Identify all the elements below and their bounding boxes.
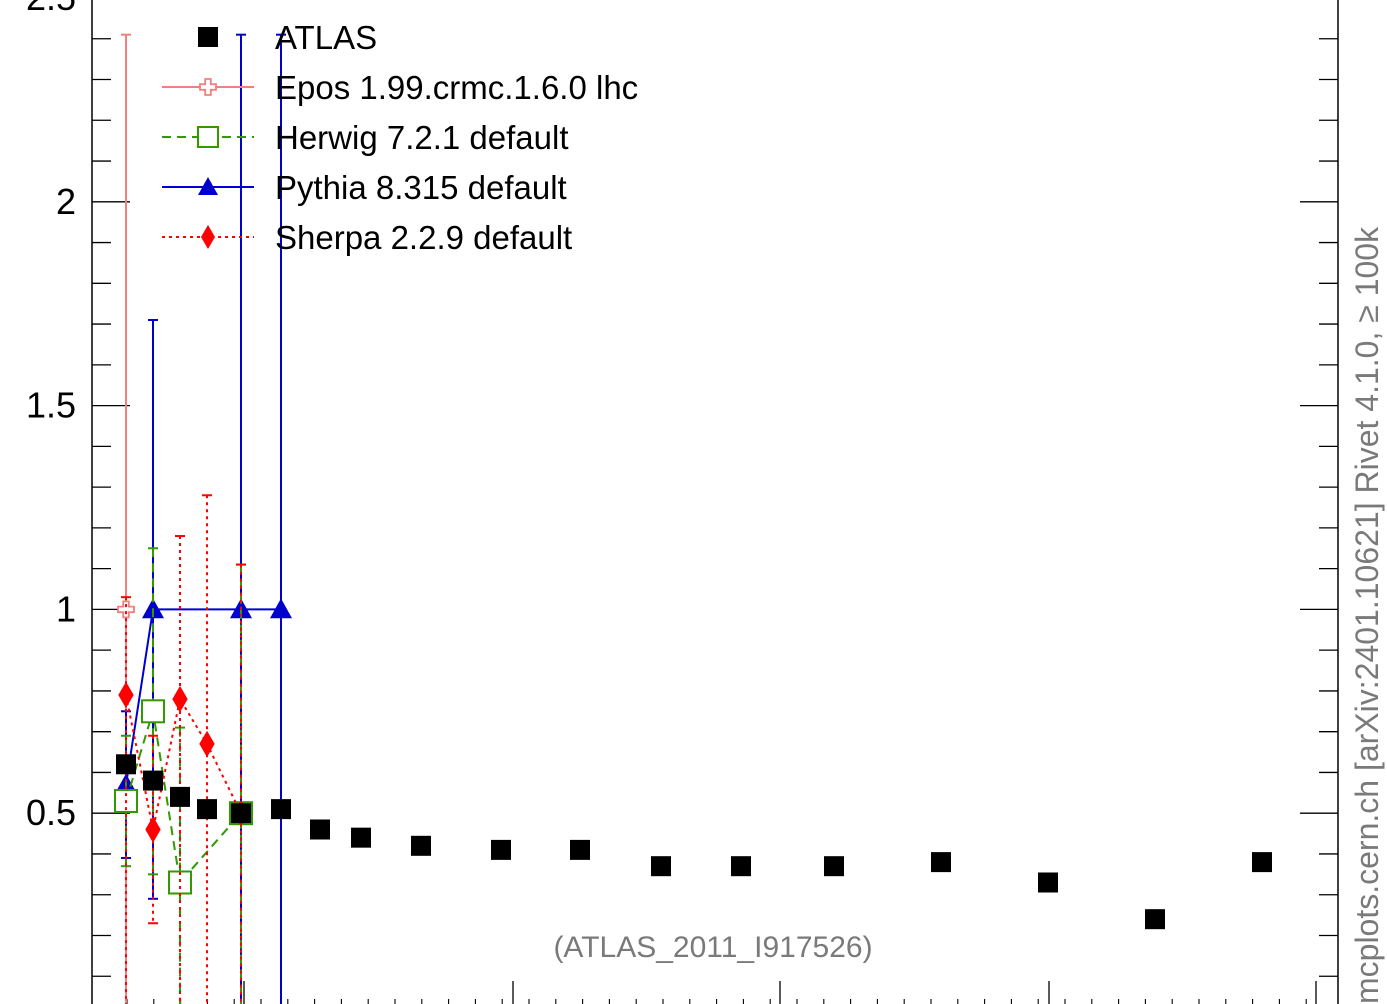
legend-label-atlas: ATLAS xyxy=(275,19,377,56)
atlas-point xyxy=(271,799,291,820)
y-tick-label: 1 xyxy=(56,588,76,629)
series-atlas xyxy=(116,754,1272,930)
legend-entry-sherpa: Sherpa 2.2.9 default xyxy=(162,219,572,256)
epos-point xyxy=(117,600,135,619)
y-axis-ticks: 0.5 1 1.5 2 2.5 xyxy=(26,0,1338,977)
sherpa-point xyxy=(145,816,161,843)
series-pythia xyxy=(115,33,292,1004)
herwig-point xyxy=(141,699,165,724)
legend: ATLAS Epos 1.99.crmc.1.6.0 lhc Herwig 7.2.… xyxy=(162,19,638,256)
atlas-point xyxy=(143,770,163,791)
atlas-point xyxy=(931,852,951,873)
sherpa-point xyxy=(118,681,134,709)
legend-entry-herwig: Herwig 7.2.1 default xyxy=(162,119,569,156)
atlas-point xyxy=(231,803,251,824)
atlas-point xyxy=(651,856,671,877)
herwig-line xyxy=(125,711,242,885)
plot-frame xyxy=(91,0,1339,1004)
atlas-point xyxy=(824,856,844,877)
legend-marker-epos xyxy=(199,78,217,96)
sherpa-point xyxy=(172,685,188,713)
legend-label-pythia: Pythia 8.315 default xyxy=(275,169,567,206)
atlas-point xyxy=(310,819,330,840)
atlas-point xyxy=(170,786,190,807)
atlas-point xyxy=(491,839,511,860)
legend-label-herwig: Herwig 7.2.1 default xyxy=(275,119,569,156)
atlas-point xyxy=(570,839,590,860)
legend-entry-atlas: ATLAS xyxy=(198,19,377,56)
legend-marker-herwig xyxy=(197,126,219,148)
legend-entry-epos: Epos 1.99.crmc.1.6.0 lhc xyxy=(162,69,638,106)
atlas-point xyxy=(116,754,136,775)
legend-marker-sherpa xyxy=(201,225,215,249)
atlas-point xyxy=(1038,872,1058,893)
atlas-point xyxy=(731,856,751,877)
legend-label-epos: Epos 1.99.crmc.1.6.0 lhc xyxy=(275,69,638,106)
pythia-line xyxy=(125,608,281,785)
series-sherpa xyxy=(118,494,249,1004)
pythia-point xyxy=(270,598,292,619)
legend-label-sherpa: Sherpa 2.2.9 default xyxy=(275,219,572,256)
y-tick-label: 0.5 xyxy=(26,792,76,833)
sherpa-point xyxy=(199,730,215,758)
atlas-point xyxy=(1252,852,1272,873)
analysis-annotation: (ATLAS_2011_I917526) xyxy=(553,931,872,964)
atlas-point xyxy=(1145,909,1165,930)
atlas-point xyxy=(351,827,371,848)
y-tick-label: 1.5 xyxy=(26,385,76,426)
side-credit-text: mcplots.cern.ch [arXiv:2401.10621] Rivet… xyxy=(1349,226,1385,1004)
atlas-point xyxy=(197,799,217,820)
series-layer xyxy=(114,33,1272,1004)
y-tick-label: 2.5 xyxy=(26,0,76,18)
legend-marker-pythia xyxy=(198,177,218,195)
legend-marker-atlas xyxy=(198,27,218,47)
atlas-point xyxy=(411,835,431,856)
x-axis-ticks xyxy=(126,981,1317,1004)
y-tick-label: 2 xyxy=(56,181,76,222)
legend-entry-pythia: Pythia 8.315 default xyxy=(162,169,567,206)
